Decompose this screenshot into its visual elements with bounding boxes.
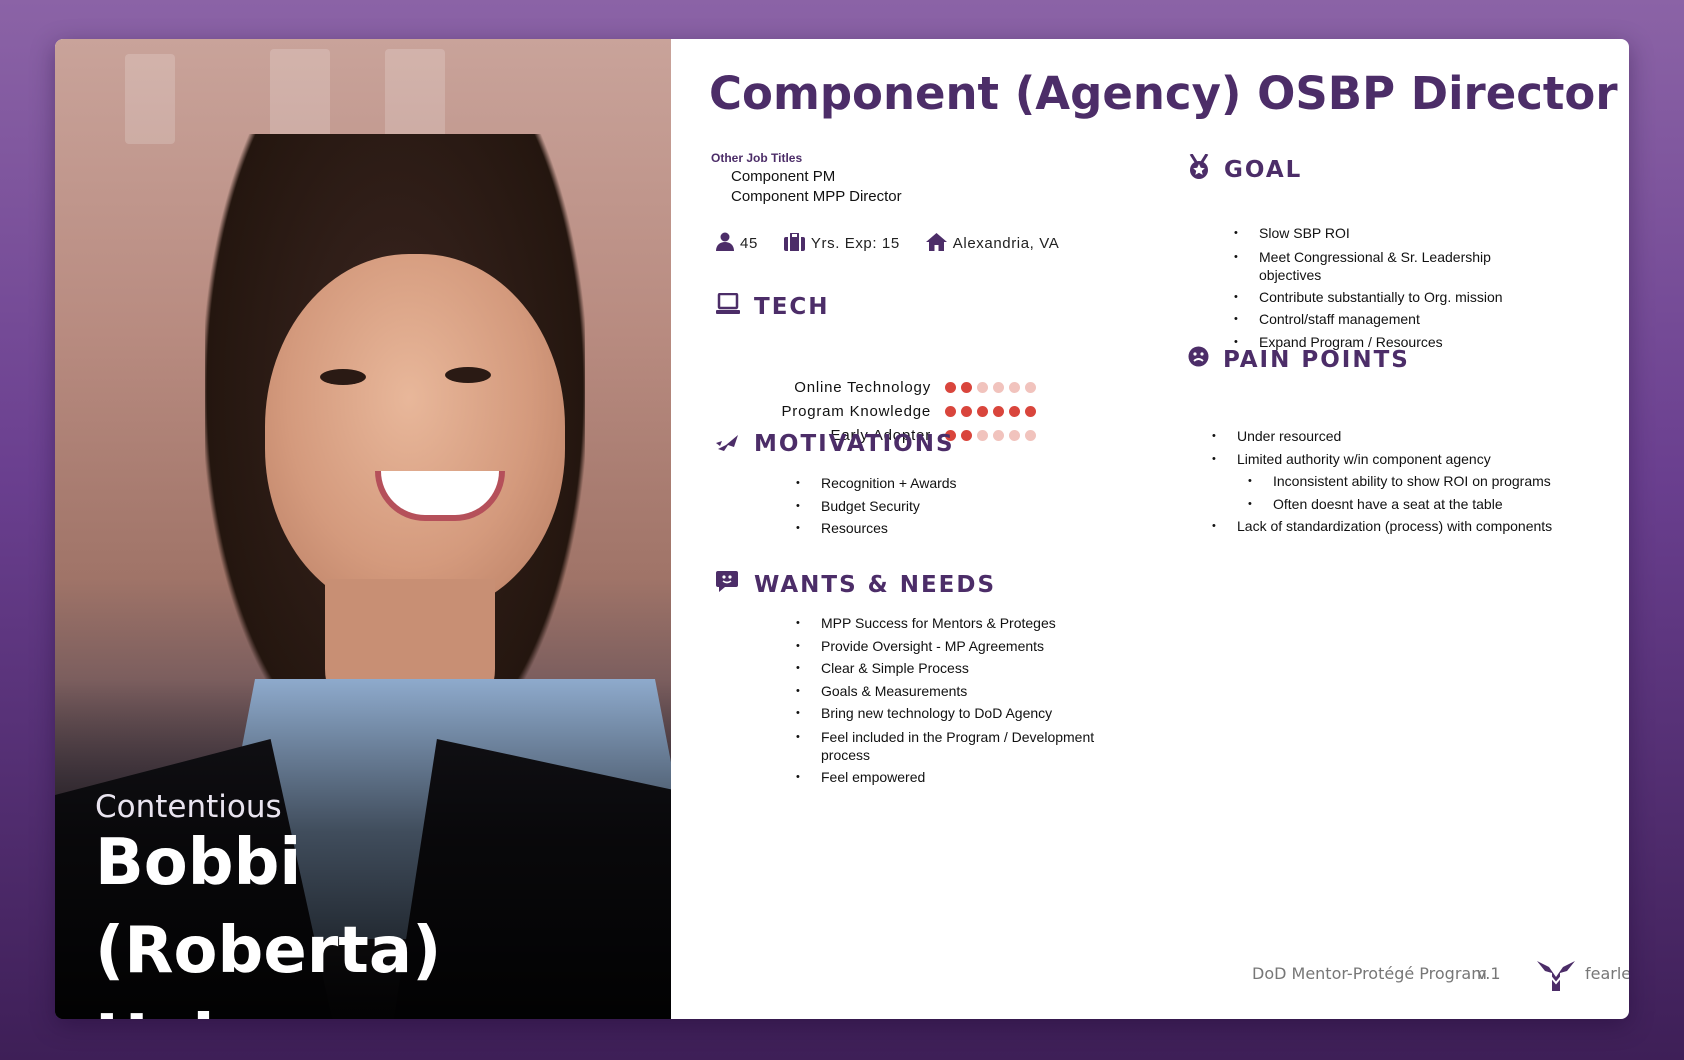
rating-dot-empty <box>1025 430 1036 441</box>
list-item: Lack of standardization (process) with c… <box>1212 515 1612 538</box>
list-item: Inconsistent ability to show ROI on prog… <box>1212 470 1612 493</box>
list-item: Feel included in the Program / Developme… <box>796 725 1126 766</box>
rating-dot-filled <box>961 406 972 417</box>
rating-dot-empty <box>1025 382 1036 393</box>
rating-dot-empty <box>977 430 988 441</box>
persona-subtitle: Contentious <box>95 789 282 825</box>
rating-dot-filled <box>961 382 972 393</box>
pain-points-list: Under resourced Limited authority w/in c… <box>1212 425 1612 538</box>
list-item: Bring new technology to DoD Agency <box>796 702 1126 725</box>
rating-dot-filled <box>945 430 956 441</box>
rating-dot-filled <box>993 406 1004 417</box>
list-item: Often doesnt have a seat at the table <box>1212 493 1612 516</box>
brand-label: fearless.tech <box>1585 964 1629 983</box>
age-value: 45 <box>740 235 758 252</box>
tech-row: Online Technology <box>741 379 1041 396</box>
persona-details: Component (Agency) OSBP Director Other J… <box>671 39 1629 1019</box>
person-icon <box>716 232 740 255</box>
motivations-heading: MOTIVATIONS <box>716 431 955 457</box>
other-titles-list: Component PM Component MPP Director <box>731 167 902 207</box>
list-item: Budget Security <box>796 495 957 518</box>
laptop-icon <box>716 292 754 321</box>
program-label: DoD Mentor-Protégé Program <box>1252 964 1487 983</box>
rocket-icon <box>716 431 754 457</box>
rating-dot-empty <box>993 382 1004 393</box>
other-title-item: Component PM <box>731 168 836 185</box>
list-item: Slow SBP ROI <box>1234 222 1524 245</box>
rating-dot-filled <box>977 406 988 417</box>
tech-row: Early Adopter <box>741 427 1041 444</box>
tech-row: Program Knowledge <box>741 403 1041 420</box>
wants-list: MPP Success for Mentors & Proteges Provi… <box>796 612 1126 788</box>
list-item: Contribute substantially to Org. mission <box>1234 286 1524 309</box>
list-item: Expand Program / Resources <box>1234 331 1524 354</box>
list-item: Clear & Simple Process <box>796 657 1126 680</box>
motivations-list: Recognition + Awards Budget Security Res… <box>796 472 957 540</box>
persona-card: Contentious Bobbi (Roberta) Holmes Compo… <box>55 39 1629 1019</box>
medal-icon <box>1188 153 1224 186</box>
goal-heading: GOAL <box>1188 153 1302 186</box>
rating-dot-empty <box>1009 430 1020 441</box>
pain-points-heading: PAIN POINTS <box>1188 346 1410 373</box>
rating-dot-filled <box>1025 406 1036 417</box>
tech-label: Online Technology <box>794 379 931 396</box>
list-item: Goals & Measurements <box>796 680 1126 703</box>
tech-label: Program Knowledge <box>781 403 931 420</box>
tech-heading: TECH <box>716 292 830 321</box>
other-titles-heading: Other Job Titles <box>711 151 803 165</box>
home-icon <box>925 232 953 255</box>
persona-stats: 45 Yrs. Exp: 15 Alexandria, VA <box>716 231 1085 255</box>
persona-photo: Contentious Bobbi (Roberta) Holmes <box>55 39 671 1019</box>
list-item: Limited authority w/in component agency <box>1212 448 1612 471</box>
list-item: Meet Congressional & Sr. Leadership obje… <box>1234 245 1524 286</box>
other-title-item: Component MPP Director <box>731 188 902 205</box>
fearless-logo-icon <box>1537 959 1575 996</box>
list-item: Under resourced <box>1212 425 1612 448</box>
briefcase-icon <box>783 231 811 255</box>
rating-dot-filled <box>961 430 972 441</box>
list-item: Feel empowered <box>796 766 1126 789</box>
rating-dot-empty <box>977 382 988 393</box>
rating-dot-empty <box>993 430 1004 441</box>
frown-icon <box>1188 346 1223 373</box>
wants-heading: WANTS & NEEDS <box>716 571 996 599</box>
page-title: Component (Agency) OSBP Director <box>709 67 1618 120</box>
list-item: Provide Oversight - MP Agreements <box>796 635 1126 658</box>
rating-dot-empty <box>1009 382 1020 393</box>
list-item: MPP Success for Mentors & Proteges <box>796 612 1126 635</box>
persona-name: Bobbi (Roberta) Holmes <box>95 826 442 1019</box>
experience-value: Yrs. Exp: 15 <box>810 235 900 252</box>
rating-dot-filled <box>945 382 956 393</box>
goal-list: Slow SBP ROI Meet Congressional & Sr. Le… <box>1234 222 1524 353</box>
list-item: Recognition + Awards <box>796 472 957 495</box>
rating-dot-filled <box>1009 406 1020 417</box>
tech-label: Early Adopter <box>830 427 931 444</box>
version-label: v.1 <box>1477 964 1501 983</box>
list-item: Control/staff management <box>1234 308 1524 331</box>
list-item: Resources <box>796 517 957 540</box>
rating-dot-filled <box>945 406 956 417</box>
chat-smile-icon <box>716 571 754 599</box>
location-value: Alexandria, VA <box>952 235 1060 252</box>
